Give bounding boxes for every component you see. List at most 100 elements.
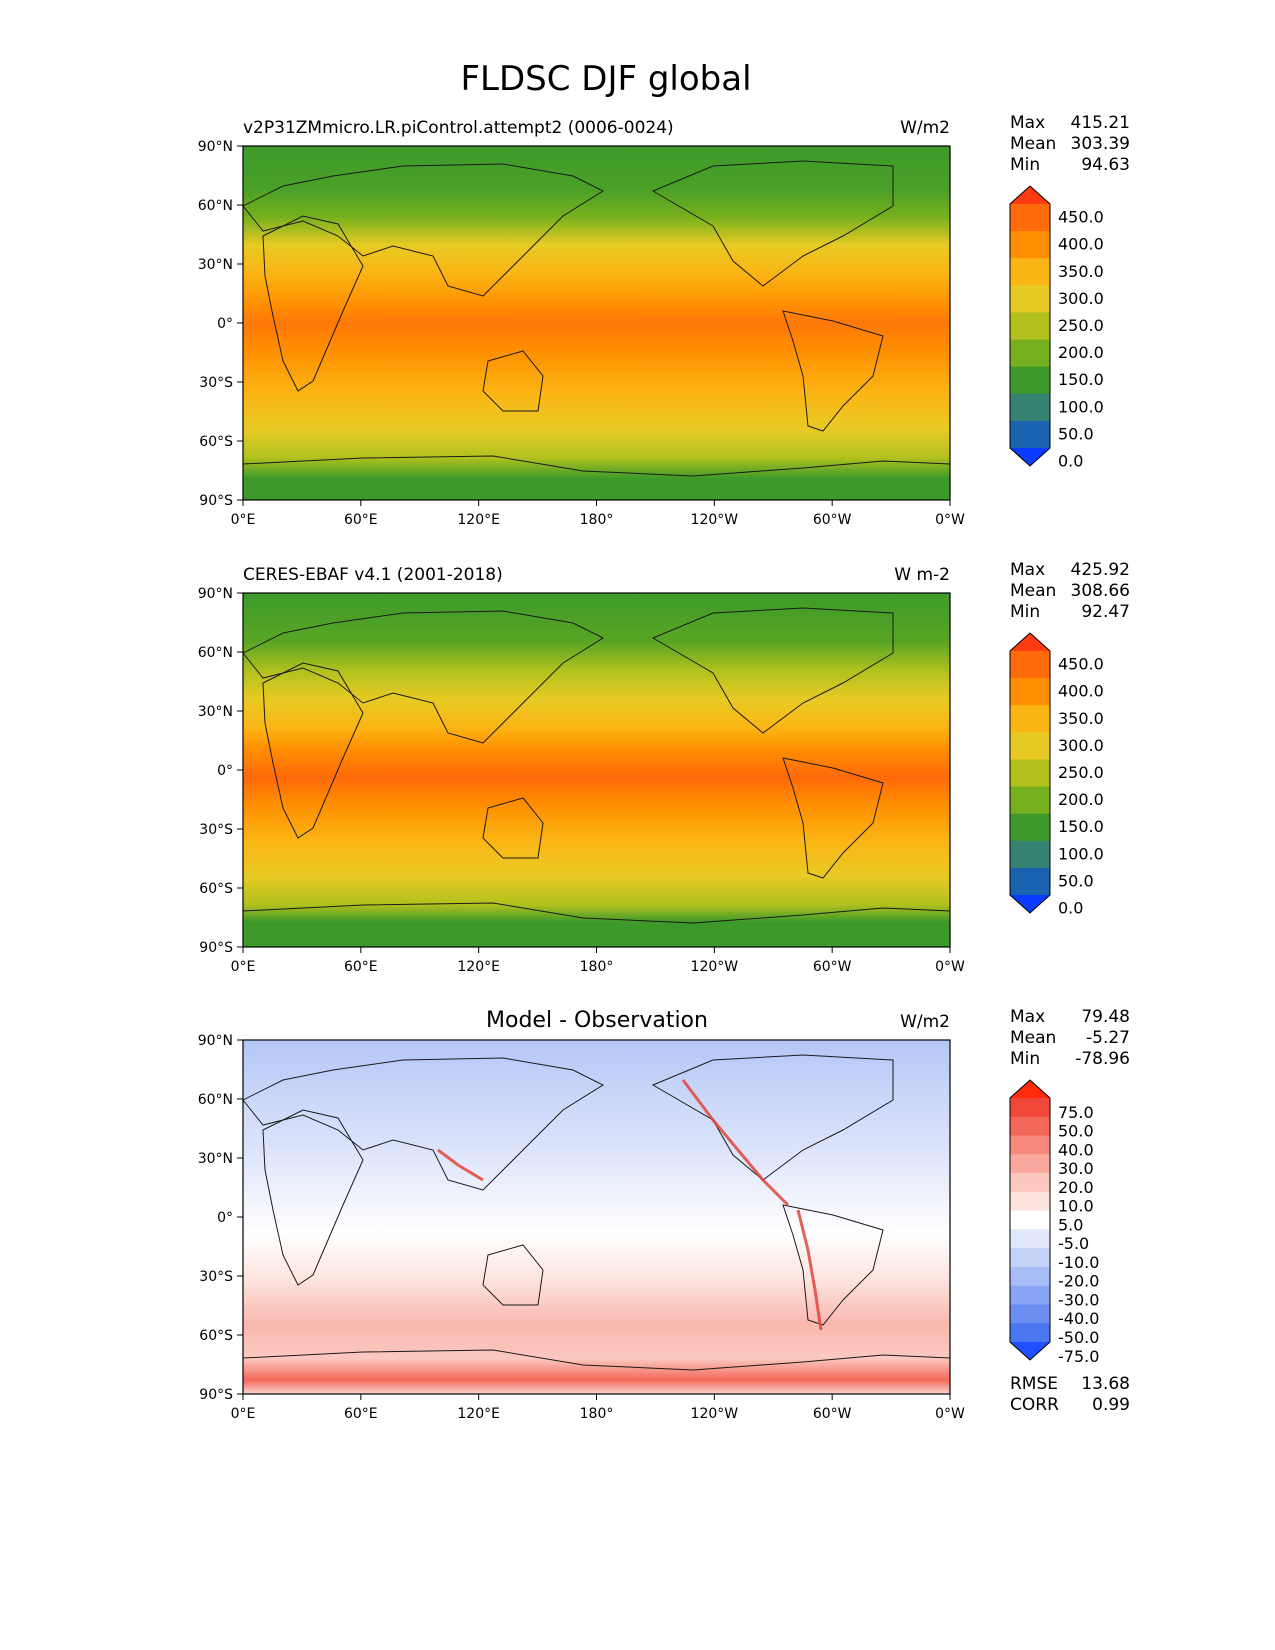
lat-tick-label: 60°S <box>199 1328 233 1344</box>
colorbar-tick-label: 0.0 <box>1058 899 1083 918</box>
colorbar-segment <box>1010 651 1050 679</box>
colorbar-tick-label: 100.0 <box>1058 397 1104 416</box>
colorbar-segment <box>1010 1304 1050 1324</box>
colorbar-outline <box>1009 632 1051 914</box>
stat-label: Min <box>1010 155 1040 175</box>
colorbar-segment <box>1010 420 1050 449</box>
colorbar-tick-label: 200.0 <box>1058 790 1104 809</box>
colorbar-tick-label: 450.0 <box>1058 655 1104 674</box>
panel-units: W/m2 <box>900 1012 950 1032</box>
stat-value: -5.27 <box>1086 1028 1130 1048</box>
colorbar-tick-label: -30.0 <box>1058 1290 1099 1309</box>
panel-obs: 90°N 60°N 30°N 0° 30°S 60°S 90°S 0°E 60°E 120°E 1… <box>198 560 1130 975</box>
colorbar-tick-label: 5.0 <box>1058 1215 1083 1234</box>
lat-tick-label: 60°S <box>199 881 233 897</box>
lat-tick-label: 90°S <box>199 1387 233 1403</box>
panel-diff: 90°N 60°N 30°N 0° 30°S 60°S 90°S 0°E 60°E 120°E 1… <box>198 1007 1130 1422</box>
stat-value: 415.21 <box>1071 113 1130 133</box>
colorbar-tick-label: 50.0 <box>1058 424 1094 443</box>
metric-label: CORR <box>1010 1395 1059 1415</box>
colorbar-segment <box>1010 1154 1050 1174</box>
colorbar-segment <box>1010 813 1050 842</box>
lat-tick-label: 60°N <box>198 198 233 214</box>
colorbar-segment <box>1010 366 1050 395</box>
colorbar-tick-label: 350.0 <box>1058 709 1104 728</box>
colorbar-tick-label: -50.0 <box>1058 1328 1099 1347</box>
stat-label: Max <box>1010 560 1045 580</box>
lon-tick-label: 120°W <box>691 1406 739 1422</box>
lat-tick-label: 0° <box>217 1210 233 1226</box>
coastlines <box>243 1054 950 1371</box>
stat-value: 425.92 <box>1071 560 1130 580</box>
colorbar-segment <box>1010 840 1050 869</box>
colorbar-segment <box>1010 204 1050 232</box>
figure-title: FLDSC DJF global <box>460 59 751 99</box>
lon-tick-label: 120°E <box>457 959 500 975</box>
colorbar-segment <box>1010 1135 1050 1155</box>
stat-label: Mean <box>1010 134 1056 154</box>
colorbar-tick-label: -20.0 <box>1058 1272 1099 1291</box>
colorbar-tick-label: -40.0 <box>1058 1309 1099 1328</box>
lon-tick-label: 60°W <box>813 1406 852 1422</box>
mountain-anomalies <box>437 1079 823 1331</box>
lon-tick-label: 180° <box>580 959 614 975</box>
colorbar-segment <box>1010 1116 1050 1137</box>
colorbar-segment <box>1010 678 1050 706</box>
lon-tick-label: 60°W <box>813 512 852 528</box>
colorbar-segment <box>1010 339 1050 368</box>
lon-tick-label: 60°E <box>344 1406 378 1422</box>
lat-tick-label: 30°S <box>199 1269 233 1285</box>
colorbar-tick-label: 40.0 <box>1058 1140 1094 1159</box>
stat-label: Min <box>1010 1049 1040 1069</box>
lon-tick-label: 0°W <box>935 512 965 528</box>
colorbar-tick-label: 100.0 <box>1058 844 1104 863</box>
colorbar-segment <box>1010 285 1050 313</box>
colorbar-segment <box>1010 312 1050 341</box>
lon-tick-label: 0°E <box>231 512 256 528</box>
lat-tick-label: 90°N <box>198 139 233 155</box>
stat-value: 303.39 <box>1071 134 1130 154</box>
metric-value: 13.68 <box>1081 1374 1130 1394</box>
colorbar-tick-label: 400.0 <box>1058 682 1104 701</box>
colorbar-tick-label: 250.0 <box>1058 316 1104 335</box>
colorbar-segment <box>1010 1173 1050 1193</box>
colorbar-extend-low <box>1010 448 1050 466</box>
lon-tick-label: 60°W <box>813 959 852 975</box>
colorbar-segment <box>1010 1323 1050 1343</box>
colorbar-tick-label: 450.0 <box>1058 208 1104 227</box>
stat-label: Max <box>1010 113 1045 133</box>
colorbar-segment <box>1010 393 1050 422</box>
colorbar-segment <box>1010 1210 1050 1230</box>
colorbar-segment <box>1010 1285 1050 1305</box>
panel-center-title: Model - Observation <box>486 1008 708 1033</box>
colorbar-extend-low <box>1010 1342 1050 1360</box>
colorbar-tick-label: -5.0 <box>1058 1234 1089 1253</box>
colorbar-tick-label: 30.0 <box>1058 1159 1094 1178</box>
panel-left-title: CERES-EBAF v4.1 (2001-2018) <box>243 565 503 585</box>
lat-tick-label: 60°N <box>198 645 233 661</box>
lon-tick-label: 60°E <box>344 512 378 528</box>
colorbar-tick-label: 10.0 <box>1058 1197 1094 1216</box>
map-field <box>243 593 950 947</box>
colorbar-tick-label: -75.0 <box>1058 1347 1099 1366</box>
colorbar-tick-label: 75.0 <box>1058 1103 1094 1122</box>
stat-value: 308.66 <box>1071 581 1130 601</box>
lon-tick-label: 180° <box>580 512 614 528</box>
colorbar-segment <box>1010 1191 1050 1212</box>
lat-tick-label: 30°N <box>198 257 233 273</box>
panel-left-title: v2P31ZMmicro.LR.piControl.attempt2 (0006… <box>243 118 674 138</box>
map-field <box>243 1040 950 1394</box>
lat-tick-label: 0° <box>217 763 233 779</box>
lon-tick-label: 120°E <box>457 1406 500 1422</box>
colorbar-outline <box>1009 1079 1051 1361</box>
lat-tick-label: 0° <box>217 316 233 332</box>
colorbar-tick-label: 200.0 <box>1058 343 1104 362</box>
colorbar-segment <box>1010 705 1050 733</box>
colorbar-segment <box>1010 1098 1050 1118</box>
colorbar-segment <box>1010 1248 1050 1268</box>
lon-tick-label: 0°W <box>935 1406 965 1422</box>
panel-units: W m-2 <box>894 565 950 585</box>
lon-tick-label: 120°W <box>691 959 739 975</box>
colorbar-tick-label: 20.0 <box>1058 1178 1094 1197</box>
